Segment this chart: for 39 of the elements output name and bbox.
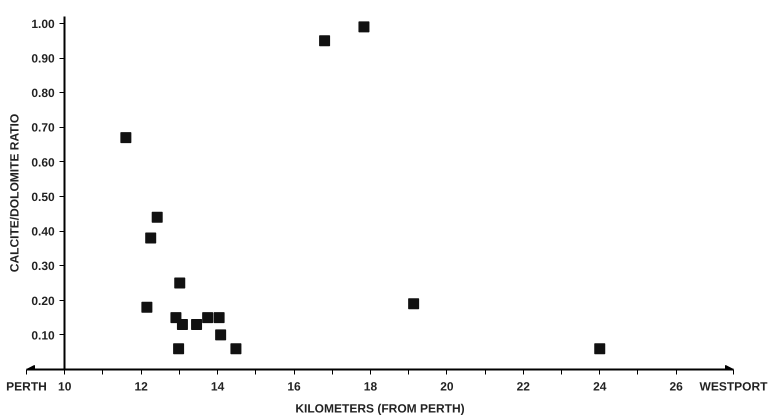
x-tick-label: 16 (287, 380, 302, 394)
y-tick-label: 0.70 (31, 120, 56, 135)
point (120, 132, 132, 144)
y-axis-title: CALCITE/DOLOMITE RATIO (8, 114, 22, 272)
y-tick-label: 0.10 (31, 328, 56, 342)
point (408, 298, 420, 310)
point (214, 312, 225, 324)
x-axis-title: KILOMETERS (FROM PERTH) (295, 402, 465, 416)
point (176, 319, 188, 330)
x-tick-label: 26 (670, 380, 684, 394)
x-tick-label: 14 (210, 380, 225, 394)
point (230, 343, 242, 354)
point (319, 35, 330, 46)
point (215, 329, 226, 340)
point (174, 277, 186, 288)
point (145, 232, 156, 244)
point (358, 21, 370, 32)
y-tick-label: 0.50 (31, 190, 56, 204)
point (594, 343, 606, 354)
point (141, 302, 152, 313)
y-tick-label: 0.20 (31, 294, 56, 308)
text: PERTH (6, 380, 47, 394)
x-tick-label: 20 (440, 380, 454, 394)
y-tick-label: 0.90 (31, 52, 56, 66)
y-tick-label: 0.80 (31, 86, 56, 100)
y-tick-label: 0.40 (31, 224, 56, 239)
x-tick-label: 10 (58, 380, 72, 394)
y-tick-label: 1.00 (31, 16, 56, 31)
point (173, 343, 184, 354)
point (152, 212, 163, 223)
x-tick-label: 12 (134, 380, 148, 394)
text: WESTPORT (700, 380, 768, 394)
x-tick-label: 18 (364, 380, 378, 394)
point (202, 312, 214, 324)
x-tick-label: 24 (593, 380, 607, 394)
point (191, 319, 202, 330)
x-tick-label: 22 (516, 380, 530, 394)
y-tick-label: 0.30 (31, 259, 56, 274)
y-tick-label: 0.60 (31, 155, 56, 170)
